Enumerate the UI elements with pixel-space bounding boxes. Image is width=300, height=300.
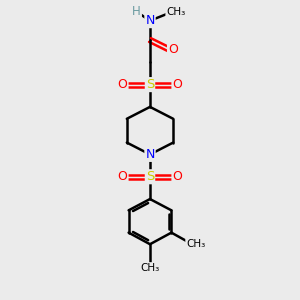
Text: S: S (146, 170, 154, 183)
Text: O: O (118, 78, 128, 91)
Text: O: O (168, 43, 178, 56)
Text: N: N (145, 148, 155, 161)
Text: CH₃: CH₃ (166, 7, 185, 17)
Text: H: H (132, 5, 141, 18)
Text: O: O (172, 78, 182, 91)
Text: CH₃: CH₃ (140, 263, 160, 273)
Text: N: N (145, 14, 155, 27)
Text: S: S (146, 78, 154, 91)
Text: O: O (118, 170, 128, 183)
Text: O: O (172, 170, 182, 183)
Text: CH₃: CH₃ (186, 239, 206, 249)
